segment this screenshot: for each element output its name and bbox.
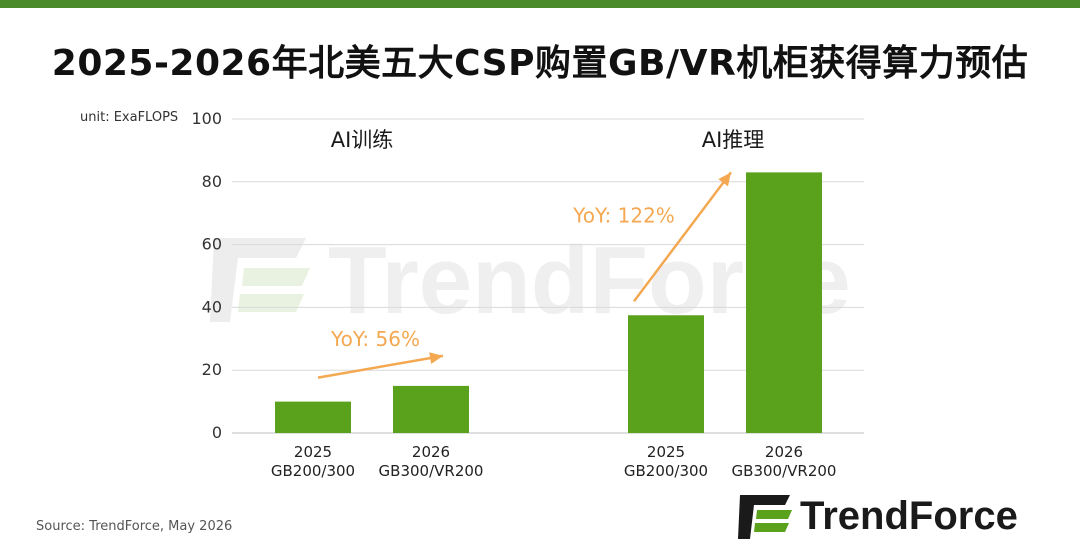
trendforce-logo: TrendForce [738,492,1048,544]
yoy-arrowhead [718,172,731,187]
top-accent-bar [0,0,1080,8]
yoy-arrow [317,354,444,379]
x-tick-year: 2025 [647,443,685,461]
x-tick-platform: GB300/VR200 [379,462,484,480]
y-tick-label: 0 [212,423,222,442]
yoy-annotation: YoY: 56% [330,327,420,351]
group-label: AI训练 [331,128,394,152]
x-tick-platform: GB200/300 [271,462,355,480]
y-tick-label: 80 [202,172,222,191]
source-note: Source: TrendForce, May 2026 [36,519,233,534]
x-tick-platform: GB300/VR200 [732,462,837,480]
bar [628,315,704,433]
y-tick-label: 20 [202,360,222,379]
y-tick-label: 100 [191,109,222,128]
x-tick-year: 2026 [765,443,803,461]
yoy-annotation: YoY: 122% [572,204,675,228]
yoy-arrowhead [429,352,443,365]
y-tick-label: 60 [202,235,222,254]
bar [275,401,351,433]
bar [746,172,822,433]
yoy-arrow [633,171,732,303]
y-tick-label: 40 [202,297,222,316]
trendforce-logo-icon [738,495,792,539]
x-tick-platform: GB200/300 [624,462,708,480]
trendforce-logo-text: TrendForce [800,494,1018,538]
x-tick-year: 2025 [294,443,332,461]
x-tick-year: 2026 [412,443,450,461]
page-title: 2025-2026年北美五大CSP购置GB/VR机柜获得算力预估 [51,43,1029,84]
group-label: AI推理 [702,128,765,152]
unit-label: unit: ExaFLOPS [80,110,179,125]
bar [393,385,469,433]
